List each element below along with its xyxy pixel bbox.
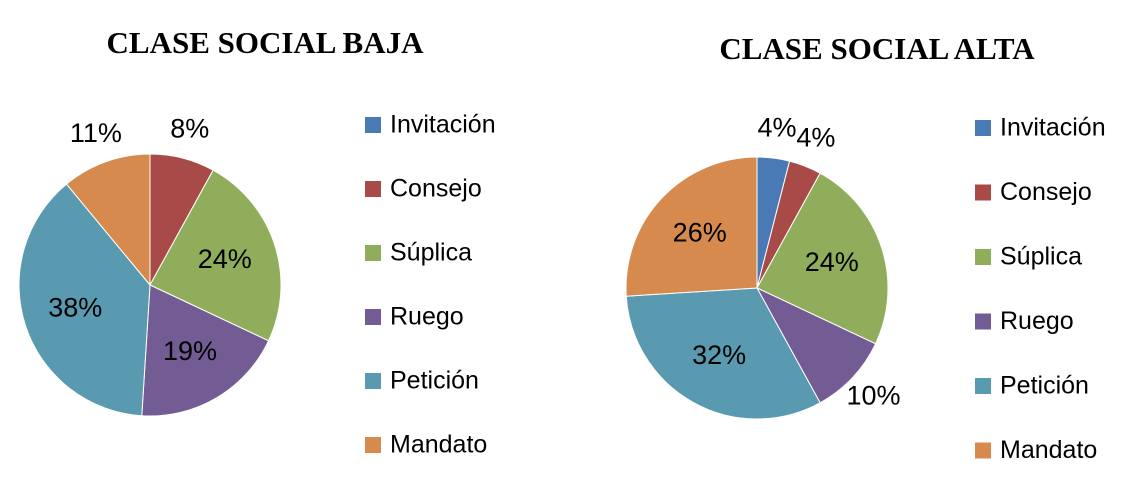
legend-swatch (975, 249, 991, 265)
legend-label: Consejo (390, 175, 482, 203)
data-label: 32% (692, 340, 746, 370)
chart-title: CLASE SOCIAL BAJA (107, 25, 425, 60)
data-label: 19% (163, 336, 217, 366)
pie-slice (65, 153, 151, 287)
pie-slice (625, 287, 821, 420)
legend-swatch (975, 378, 991, 394)
data-label: 4% (796, 123, 835, 153)
pie-slice (755, 286, 877, 404)
legend-swatch (365, 373, 381, 389)
legend-label: Invitación (390, 111, 496, 139)
data-label: 10% (846, 381, 900, 411)
legend-label: Petición (390, 367, 479, 395)
legend-swatch (365, 245, 381, 261)
legend-label: Petición (1000, 372, 1089, 400)
legend-swatch (365, 309, 381, 325)
legend-label: Ruego (390, 303, 464, 331)
legend-label: Invitación (1000, 114, 1106, 142)
data-label: 26% (673, 217, 727, 247)
legend-label: Súplica (390, 239, 472, 267)
legend-swatch (975, 184, 991, 201)
data-label: 4% (758, 113, 797, 143)
legend-label: Mandato (1000, 436, 1097, 464)
legend-swatch (975, 120, 991, 136)
data-label: 38% (48, 292, 102, 322)
pie-slice (625, 156, 758, 297)
legend-label: Consejo (1000, 178, 1092, 206)
data-label: 8% (170, 113, 209, 143)
legend-swatch (365, 181, 381, 197)
legend-label: Mandato (390, 431, 487, 459)
legend-swatch (975, 313, 991, 330)
legend-swatch (975, 442, 991, 459)
data-label: 24% (805, 247, 859, 277)
legend-swatch (365, 437, 381, 453)
legend-swatch (365, 117, 381, 133)
legend-label: Ruego (1000, 307, 1074, 335)
legend-label: Súplica (1000, 243, 1082, 271)
pie-slice (18, 183, 151, 417)
pie-slice (141, 284, 270, 417)
data-label: 24% (198, 244, 252, 274)
pie-slice (149, 169, 282, 342)
data-label: 11% (70, 118, 122, 148)
chart-title: CLASE SOCIAL ALTA (719, 31, 1035, 66)
pie-slice (756, 172, 889, 345)
